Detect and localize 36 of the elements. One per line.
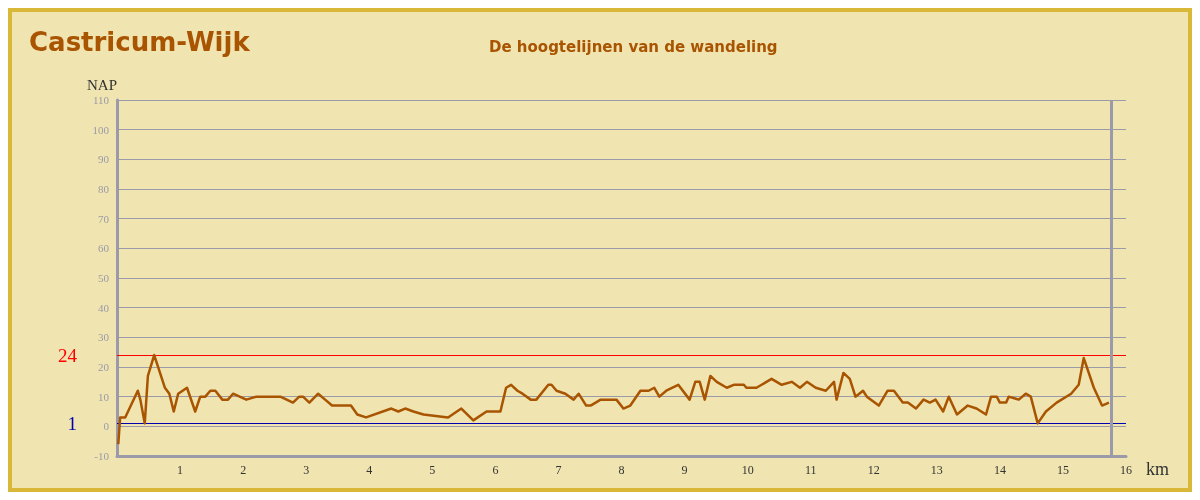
y-axis-title: NAP (86, 76, 117, 93)
x-tick-label: 3 (303, 463, 310, 477)
y-tick-label: 110 (92, 94, 110, 106)
x-tick-label: 6 (492, 463, 499, 477)
y-tick-label: 0 (103, 420, 110, 433)
y-tick-label: 90 (98, 153, 110, 166)
x-tick-label: 12 (867, 463, 880, 477)
y-tick-label: 60 (98, 242, 110, 255)
chart-subtitle: De hoogtelijnen van de wandeling (489, 37, 778, 56)
x-tick-label: 5 (429, 463, 436, 477)
y-tick-label: 40 (98, 301, 110, 314)
x-tick-label: 9 (681, 463, 688, 477)
chart-title: Castricum-Wijk (29, 27, 251, 57)
x-tick-label: 16 (1120, 463, 1132, 477)
x-tick-label: 2 (240, 463, 247, 477)
y-tick-label: 70 (98, 212, 110, 225)
y-tick-label: 10 (98, 390, 110, 403)
x-tick-label: 11 (804, 463, 817, 477)
y-tick-label: 100 (92, 123, 110, 136)
x-axis-title: km (1146, 459, 1170, 479)
y-tick-label: 20 (98, 361, 110, 373)
y-tick-label: 30 (98, 331, 110, 344)
ref-line-label: 24 (58, 344, 78, 366)
ref-line-label: 1 (67, 412, 77, 434)
y-tick-label: -10 (94, 450, 110, 462)
x-tick-label: 8 (618, 463, 625, 477)
y-tick-label: 50 (98, 272, 110, 284)
x-tick-label: 7 (555, 463, 562, 477)
x-tick-label: 10 (741, 463, 754, 477)
line-series (117, 353, 1111, 446)
x-tick-label: 15 (1056, 463, 1069, 477)
x-tick-label: 1 (177, 463, 184, 477)
x-tick-label: 13 (930, 463, 943, 477)
x-tick-label: 4 (366, 463, 373, 477)
y-tick-label: 80 (98, 183, 110, 195)
x-tick-label: 14 (993, 463, 1006, 477)
